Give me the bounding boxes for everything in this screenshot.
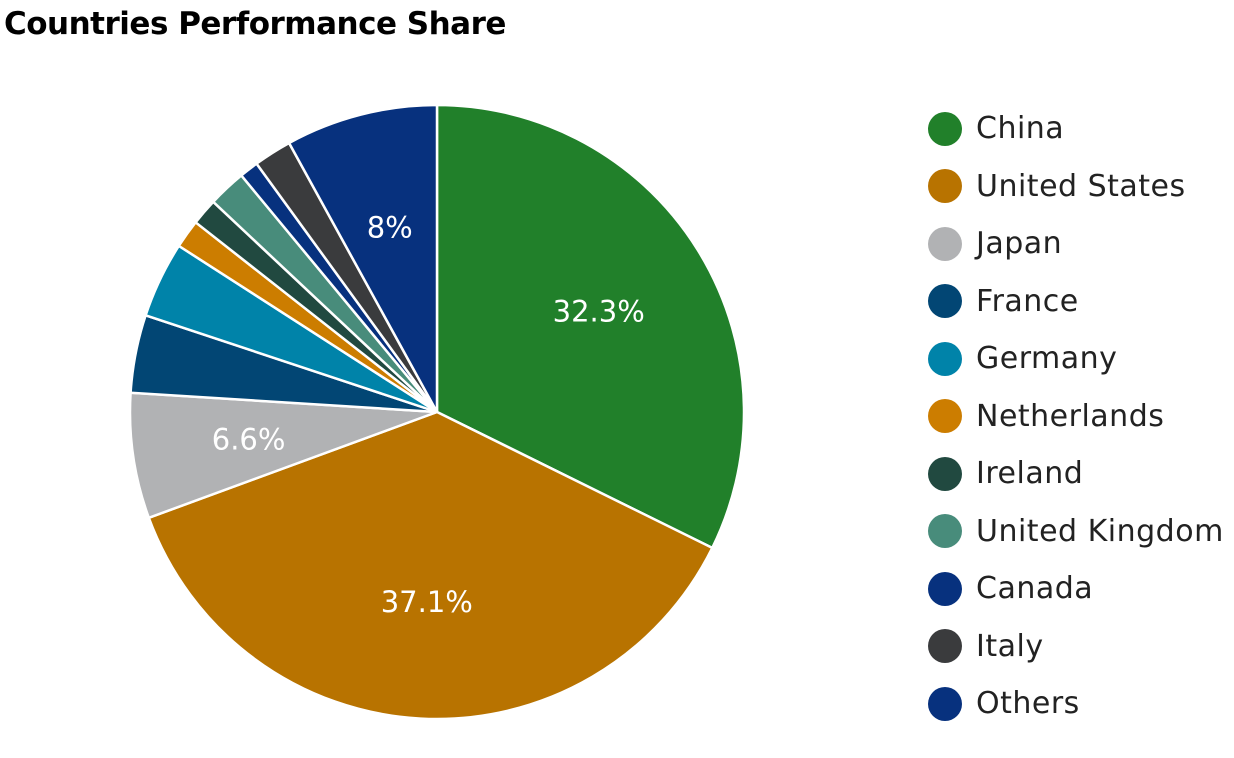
chart-title: Countries Performance Share <box>4 6 506 42</box>
legend-item-others: Others <box>928 675 1234 733</box>
legend-item-netherlands: Netherlands <box>928 388 1234 446</box>
legend-item-ireland: Ireland <box>928 445 1234 503</box>
legend-swatch <box>928 169 962 204</box>
data-label-japan: 6.6% <box>212 422 286 456</box>
data-label-others: 8% <box>367 211 413 245</box>
legend-swatch <box>928 456 962 491</box>
legend-label: China <box>976 111 1065 147</box>
legend-label: Ireland <box>976 456 1084 492</box>
legend-label: Netherlands <box>976 398 1165 434</box>
legend-item-china: China <box>928 100 1234 158</box>
legend-item-united-kingdom: United Kingdom <box>928 503 1234 561</box>
legend-item-canada: Canada <box>928 560 1234 618</box>
legend-label: Others <box>976 686 1080 722</box>
legend-swatch <box>928 514 962 549</box>
legend-item-france: France <box>928 273 1234 331</box>
legend-swatch <box>928 571 962 606</box>
legend-item-germany: Germany <box>928 330 1234 388</box>
pie-slice-china <box>435 103 746 550</box>
pie-slice-united-states <box>147 410 714 721</box>
legend-swatch <box>928 111 962 146</box>
legend-label: Canada <box>976 571 1094 607</box>
legend-item-united-states: United States <box>928 158 1234 216</box>
legend-swatch <box>928 284 962 319</box>
pie-slice-others <box>287 103 439 413</box>
legend-item-japan: Japan <box>928 215 1234 273</box>
legend-swatch <box>928 629 962 664</box>
legend-swatch <box>928 226 962 261</box>
legend-label: Japan <box>976 226 1063 262</box>
legend-label: United States <box>976 168 1186 204</box>
legend-swatch <box>928 399 962 434</box>
pie-slice-japan <box>128 391 438 520</box>
legend-swatch <box>928 686 962 721</box>
legend-label: United Kingdom <box>976 513 1224 549</box>
legend-label: Germany <box>976 341 1118 377</box>
legend-label: Italy <box>976 628 1044 664</box>
legend-item-italy: Italy <box>928 618 1234 676</box>
legend-swatch <box>928 341 962 376</box>
legend-label: France <box>976 283 1079 319</box>
data-label-china: 32.3% <box>553 295 645 329</box>
data-label-united-states: 37.1% <box>381 585 473 619</box>
legend: China United States Japan France Germany Neth… <box>928 100 1234 733</box>
